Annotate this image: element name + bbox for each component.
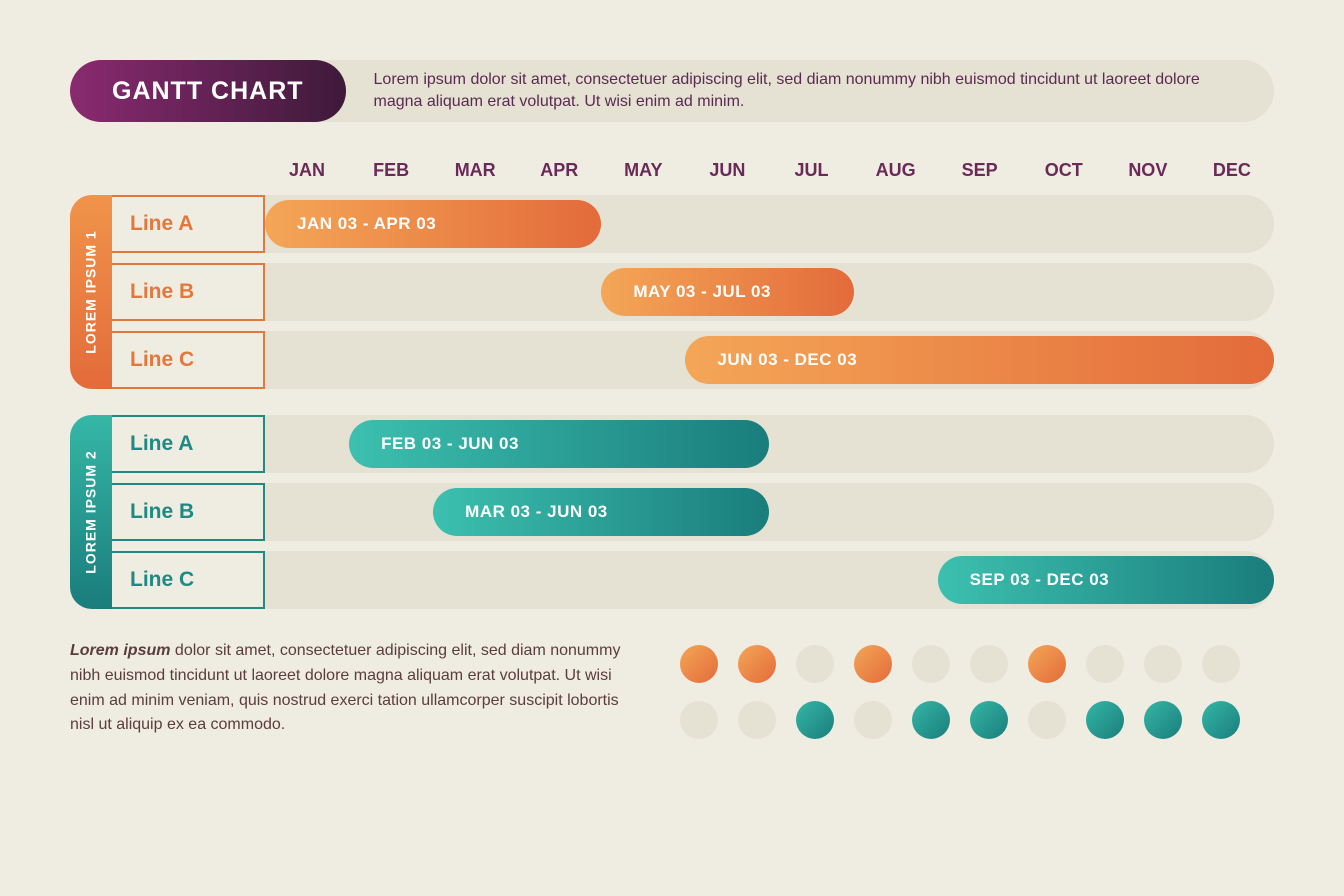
gantt-track: FEB 03 - JUN 03	[265, 415, 1274, 473]
dot-inactive	[854, 701, 892, 739]
gantt-bar: MAR 03 - JUN 03	[433, 488, 769, 536]
dot-inactive	[912, 645, 950, 683]
dot-active	[912, 701, 950, 739]
line-label: Line B	[112, 263, 265, 321]
group-label: LOREM IPSUM 1	[83, 230, 99, 353]
dot-active	[738, 645, 776, 683]
gantt-bar: JAN 03 - APR 03	[265, 200, 601, 248]
dot-active	[1028, 645, 1066, 683]
month-label: AUG	[854, 160, 938, 181]
gantt-track: MAY 03 - JUL 03	[265, 263, 1274, 321]
month-label: MAY	[601, 160, 685, 181]
group-label: LOREM IPSUM 2	[83, 450, 99, 573]
month-label: NOV	[1106, 160, 1190, 181]
line-label: Line B	[112, 483, 265, 541]
gantt-bar: FEB 03 - JUN 03	[349, 420, 769, 468]
dot-active	[854, 645, 892, 683]
gantt-bar: SEP 03 - DEC 03	[938, 556, 1274, 604]
group-lines: Line AJAN 03 - APR 03Line BMAY 03 - JUL …	[112, 195, 1274, 389]
gantt-row: Line AJAN 03 - APR 03	[112, 195, 1274, 253]
dot-inactive	[680, 701, 718, 739]
month-label: OCT	[1022, 160, 1106, 181]
line-label: Line A	[112, 415, 265, 473]
month-label: DEC	[1190, 160, 1274, 181]
dot-inactive	[970, 645, 1008, 683]
gantt-row: Line C JUN 03 - DEC 03	[112, 331, 1274, 389]
footer-bold: Lorem ipsum	[70, 642, 170, 659]
line-label: Line C	[112, 551, 265, 609]
gantt-track: JAN 03 - APR 03	[265, 195, 1274, 253]
gantt-row: Line C SEP 03 - DEC 03	[112, 551, 1274, 609]
dot-inactive	[1086, 645, 1124, 683]
gantt-track: SEP 03 - DEC 03	[265, 551, 1274, 609]
gantt-chart: JANFEBMARAPRMAYJUNJULAUGSEPOCTNOVDEC LOR…	[70, 160, 1274, 609]
month-label: JAN	[265, 160, 349, 181]
month-label: SEP	[938, 160, 1022, 181]
month-label: FEB	[349, 160, 433, 181]
header: GANTT CHART Lorem ipsum dolor sit amet, …	[70, 60, 1274, 122]
gantt-row: Line B MAR 03 - JUN 03	[112, 483, 1274, 541]
dot-active	[680, 645, 718, 683]
dot-inactive	[738, 701, 776, 739]
month-label: JUN	[685, 160, 769, 181]
month-label: APR	[517, 160, 601, 181]
month-label: MAR	[433, 160, 517, 181]
dot-inactive	[1202, 645, 1240, 683]
line-label: Line C	[112, 331, 265, 389]
gantt-group: LOREM IPSUM 1Line AJAN 03 - APR 03Line B…	[70, 195, 1274, 389]
dot-inactive	[796, 645, 834, 683]
dot-inactive	[1028, 701, 1066, 739]
gantt-bar: JUN 03 - DEC 03	[685, 336, 1274, 384]
dot-row	[680, 701, 1240, 739]
group-tab: LOREM IPSUM 1	[70, 195, 112, 389]
gantt-track: JUN 03 - DEC 03	[265, 331, 1274, 389]
gantt-bar: MAY 03 - JUL 03	[601, 268, 853, 316]
dot-active	[1202, 701, 1240, 739]
dot-active	[1144, 701, 1182, 739]
dot-active	[796, 701, 834, 739]
footer: Lorem ipsum dolor sit amet, consectetuer…	[70, 639, 1274, 739]
gantt-row: Line B MAY 03 - JUL 03	[112, 263, 1274, 321]
dot-active	[1086, 701, 1124, 739]
month-label: JUL	[769, 160, 853, 181]
footer-text: Lorem ipsum dolor sit amet, consectetuer…	[70, 639, 630, 739]
dot-inactive	[1144, 645, 1182, 683]
header-description: Lorem ipsum dolor sit amet, consectetuer…	[346, 69, 1274, 112]
dot-active	[970, 701, 1008, 739]
gantt-row: Line A FEB 03 - JUN 03	[112, 415, 1274, 473]
group-lines: Line A FEB 03 - JUN 03 Line B MAR 03 - JUN …	[112, 415, 1274, 609]
gantt-group: LOREM IPSUM 2 Line A FEB 03 - JUN 03 Line B…	[70, 415, 1274, 609]
dot-row	[680, 645, 1240, 683]
page-title: GANTT CHART	[112, 77, 304, 106]
page-title-pill: GANTT CHART	[70, 60, 346, 122]
legend-dots	[680, 639, 1240, 739]
group-tab: LOREM IPSUM 2	[70, 415, 112, 609]
gantt-track: MAR 03 - JUN 03	[265, 483, 1274, 541]
line-label: Line A	[112, 195, 265, 253]
months-axis: JANFEBMARAPRMAYJUNJULAUGSEPOCTNOVDEC	[265, 160, 1274, 181]
